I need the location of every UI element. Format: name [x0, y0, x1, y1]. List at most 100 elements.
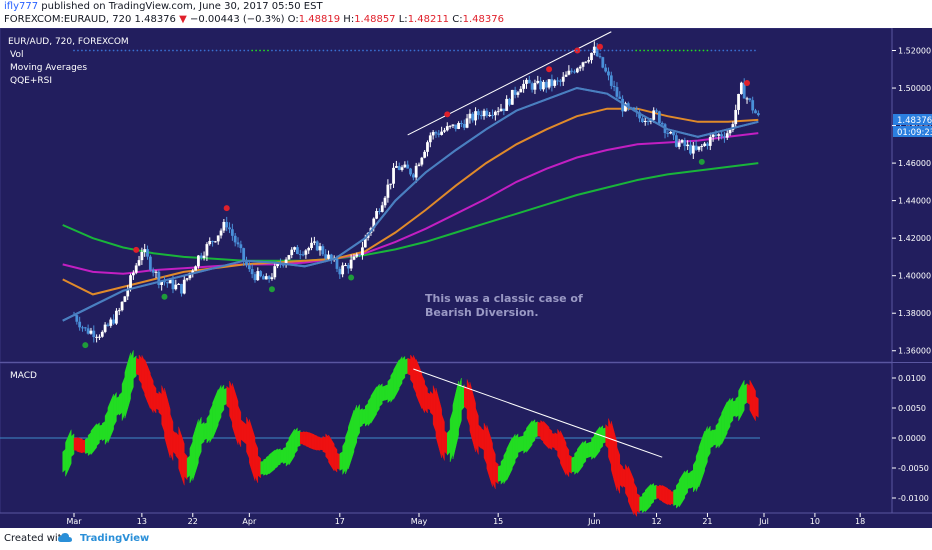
qqe-band-dot: [417, 49, 420, 52]
candle-body: [165, 282, 169, 284]
candle-body: [276, 263, 280, 267]
macd-rising-segment: [509, 437, 513, 475]
candle-body: [756, 113, 760, 116]
price-axis-label: 1.44000: [898, 197, 931, 206]
qqe-band-dot: [179, 49, 182, 52]
candle-body: [361, 247, 364, 256]
candle-body: [131, 272, 135, 276]
legend-qqe-rsi[interactable]: QQE+RSI: [10, 76, 52, 86]
macd-rising-segment: [735, 395, 739, 418]
qqe-band-dot: [750, 49, 752, 52]
candle-body: [134, 265, 138, 273]
macd-falling-segment: [169, 414, 174, 461]
macd-rising-segment: [452, 392, 457, 460]
ma-long-line: [62, 162, 759, 262]
macd-falling-segment: [466, 379, 471, 426]
macd-rising-segment: [263, 458, 267, 476]
macd-falling-segment: [424, 383, 428, 414]
macd-falling-segment: [548, 428, 553, 451]
candle-body: [680, 140, 684, 143]
macd-falling-segment: [438, 398, 442, 458]
high-value: 1.48857: [354, 14, 396, 25]
sell-signal-dot: [546, 66, 553, 73]
qqe-band-dot: [413, 49, 416, 52]
candle-body: [457, 123, 460, 129]
macd-rising-segment: [721, 407, 725, 445]
qqe-band-dot: [512, 49, 515, 52]
qqe-band-dot: [690, 49, 693, 52]
macd-rising-segment: [531, 419, 536, 444]
qqe-band-dot: [144, 49, 147, 52]
time-axis-label: 10: [810, 517, 820, 526]
legend-moving-averages[interactable]: Moving Averages: [10, 63, 87, 73]
macd-rising-segment: [591, 435, 595, 460]
macd-falling-segment: [554, 432, 558, 452]
candle-body: [683, 140, 687, 147]
chart-area[interactable]: 1.520001.500001.480001.460001.440001.420…: [0, 27, 932, 528]
qqe-band-dot: [556, 49, 558, 52]
qqe-band-dot: [516, 49, 519, 52]
candle-body: [587, 60, 591, 62]
qqe-band-dot: [152, 49, 155, 52]
time-axis-label: 18: [855, 517, 865, 526]
qqe-band-dot: [651, 49, 653, 52]
candle-body: [615, 87, 619, 97]
macd-rising-segment: [687, 472, 691, 490]
candle-body: [725, 133, 729, 138]
macd-rising-segment: [93, 422, 97, 452]
macd-rising-segment: [695, 449, 700, 492]
qqe-band-dot: [409, 49, 412, 52]
candle-body: [151, 269, 155, 273]
candle-body: [443, 130, 446, 132]
macd-rising-segment: [396, 359, 400, 395]
candle-body: [491, 114, 494, 116]
candle-body: [426, 142, 429, 152]
macd-falling-segment: [560, 430, 564, 470]
ma-fast-line-top: [62, 86, 759, 322]
macd-rising-segment: [585, 442, 589, 459]
candle-body: [595, 46, 599, 57]
candle-body: [307, 248, 311, 251]
candle-body: [468, 113, 472, 119]
candle-body: [154, 271, 158, 273]
time-axis-label: 22: [188, 517, 198, 526]
macd-rising-segment: [514, 433, 519, 461]
macd-falling-segment: [232, 383, 236, 436]
macd-falling-segment: [625, 463, 629, 499]
chart-svg[interactable]: 1.520001.500001.480001.460001.440001.420…: [0, 27, 932, 528]
macd-rising-segment: [96, 422, 100, 447]
buy-signal-dot: [348, 274, 355, 281]
qqe-band-dot: [112, 49, 115, 52]
macd-falling-segment: [316, 436, 321, 451]
candle-body: [423, 151, 427, 158]
macd-rising-segment: [642, 491, 646, 514]
macd-falling-segment: [478, 424, 482, 450]
legend-vol[interactable]: Vol: [10, 50, 23, 60]
macd-falling-segment: [605, 423, 609, 449]
candle-body: [621, 98, 625, 112]
qqe-band-dot: [647, 49, 649, 52]
candle-body: [431, 132, 435, 136]
qqe-band-dot: [631, 49, 634, 52]
qqe-band-dot: [607, 49, 610, 52]
price-axis-label: 1.50000: [898, 84, 931, 93]
qqe-band-dot: [104, 49, 107, 52]
username-link[interactable]: ifly777: [4, 1, 39, 12]
tradingview-brand[interactable]: TradingView: [80, 533, 150, 544]
macd-rising-segment: [707, 425, 711, 459]
qqe-band-dot: [195, 49, 198, 52]
macd-rising-segment: [384, 384, 389, 401]
macd-rising-segment: [647, 483, 652, 510]
candle-body: [324, 254, 328, 259]
qqe-band-dot: [207, 49, 210, 52]
macd-rising-segment: [62, 448, 66, 473]
macd-falling-segment: [79, 437, 83, 454]
macd-rising-segment: [447, 428, 451, 456]
macd-falling-segment: [628, 466, 632, 509]
candle-body: [502, 108, 506, 111]
macd-rising-segment: [116, 395, 120, 416]
qqe-band-dot: [524, 49, 527, 52]
macd-trendline[interactable]: [413, 368, 663, 458]
candle-body: [700, 145, 704, 147]
close-value: 1.48376: [462, 14, 504, 25]
